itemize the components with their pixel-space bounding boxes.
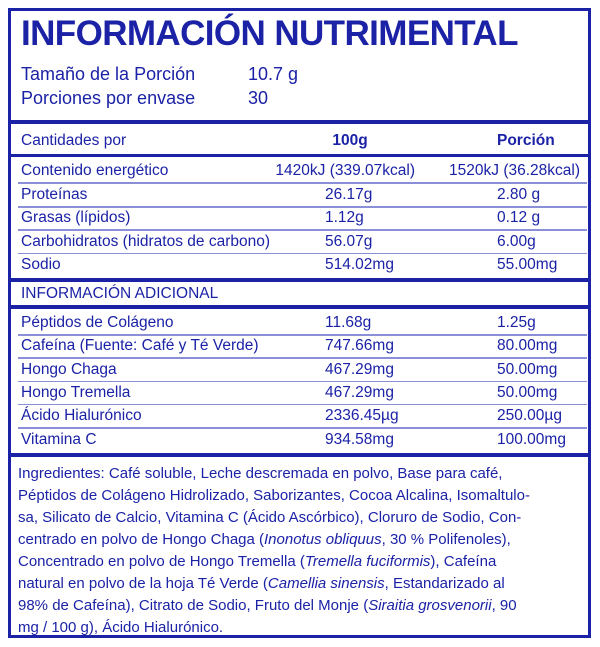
divider <box>8 278 591 282</box>
serving-size-value: 10.7 g <box>248 64 299 84</box>
value-portion: 0.12 g <box>497 209 541 227</box>
ingredients-line: mg / 100 g), Ácido Hialurónico. <box>18 617 530 639</box>
ingredients-segment: , 30 % Polifenoles), <box>381 531 511 548</box>
row-divider <box>18 206 587 208</box>
ingredients-line: 98% de Cafeína), Citrato de Sodio, Fruto… <box>18 595 530 617</box>
value-portion: 6.00g <box>497 232 536 250</box>
nutrient-label: Hongo Tremella <box>21 383 131 401</box>
nutrient-label: Vitamina C <box>21 430 97 448</box>
value-portion: 1520kJ (36.28kcal) <box>449 162 580 179</box>
serving-size: Tamaño de la Porción 10.7 g <box>21 64 298 85</box>
ingredients-line: Concentrado en polvo de Hongo Tremella (… <box>18 551 530 573</box>
additional-row: Péptidos de Colágeno 11.68g 1.25g <box>0 311 600 334</box>
nutrient-label: Grasas (lípidos) <box>21 209 131 227</box>
value-portion: 55.00mg <box>497 255 558 273</box>
ingredients-segment: sa, Silicato de Calcio, Vitamina C (Ácid… <box>18 509 522 526</box>
row-divider <box>18 357 587 359</box>
nutrient-row: Proteínas 26.17g 2.80 g <box>0 183 600 206</box>
row-divider <box>18 427 587 429</box>
value-100g: 747.66mg <box>325 337 394 355</box>
nutrient-label: Carbohidratos (hidratos de carbono) <box>21 232 270 250</box>
additional-row: Ácido Hialurónico 2336.45µg 250.00µg <box>0 404 600 427</box>
nutrient-label: Cafeína (Fuente: Café y Té Verde) <box>21 337 259 355</box>
value-portion: 80.00mg <box>497 337 558 355</box>
nutrient-label: Proteínas <box>21 186 88 203</box>
header-100g: 100g <box>332 132 368 149</box>
ingredients-segment: centrado en polvo de Hongo Chaga ( <box>18 531 265 548</box>
value-portion: 100.00mg <box>497 430 566 448</box>
nutrient-row: Grasas (lípidos) 1.12g 0.12 g <box>0 206 600 229</box>
value-portion: 50.00mg <box>497 383 558 401</box>
nutrient-row: Carbohidratos (hidratos de carbono) 56.07… <box>0 230 600 253</box>
value-100g: 467.29mg <box>325 383 394 401</box>
header-label: Cantidades por <box>21 132 127 149</box>
ingredients-line: Ingredientes: Café soluble, Leche descre… <box>18 463 530 485</box>
divider <box>8 154 591 157</box>
servings-value: 30 <box>248 88 269 108</box>
divider <box>8 120 591 124</box>
scientific-name: Tremella fuciformis <box>304 553 431 570</box>
ingredients-segment: Concentrado en polvo de Hongo Tremella ( <box>18 553 305 570</box>
ingredients-segment: Péptidos de Colágeno Hidrolizado, Sabori… <box>18 487 530 504</box>
scientific-name: Inonotus obliquus <box>264 531 382 548</box>
row-divider <box>18 182 587 184</box>
value-portion: 50.00mg <box>497 360 558 378</box>
value-100g: 1420kJ (339.07kcal) <box>275 162 415 179</box>
nutrient-label: Contenido energético <box>21 162 169 179</box>
ingredients-text: Ingredientes: Café soluble, Leche descre… <box>18 463 530 639</box>
additional-title: INFORMACIÓN ADICIONAL <box>21 285 219 302</box>
ingredients-segment: , Estandarizado al <box>384 575 505 592</box>
value-100g: 11.68g <box>325 314 372 331</box>
row-divider <box>18 403 587 406</box>
nutrient-label: Péptidos de Colágeno <box>21 314 174 331</box>
nutrient-label: Sodio <box>21 255 61 273</box>
ingredients-segment: Ingredientes: Café soluble, Leche descre… <box>18 465 503 482</box>
ingredients-line: Péptidos de Colágeno Hidrolizado, Sabori… <box>18 485 530 507</box>
ingredients-line: natural en polvo de la hoja Té Verde (Ca… <box>18 573 530 595</box>
value-portion: 250.00µg <box>497 407 562 425</box>
nutrient-label: Ácido Hialurónico <box>21 407 142 425</box>
value-portion: 2.80 g <box>497 186 541 203</box>
ingredients-segment: ), Cafeína <box>430 553 497 570</box>
value-100g: 467.29mg <box>325 360 394 378</box>
additional-row: Hongo Chaga 467.29mg 50.00mg <box>0 358 600 381</box>
servings-label: Porciones por envase <box>21 88 196 108</box>
value-100g: 2336.45µg <box>325 407 399 425</box>
scientific-name: Camellia sinensis <box>267 575 385 592</box>
nutrient-row: Sodio 514.02mg 55.00mg <box>0 253 600 276</box>
ingredients-segment: , 90 <box>491 597 517 614</box>
scientific-name: Siraitia grosvenorii <box>368 597 492 614</box>
value-portion: 1.25g <box>497 314 536 331</box>
header-portion: Porción <box>497 132 555 149</box>
value-100g: 934.58mg <box>325 430 394 448</box>
value-100g: 514.02mg <box>325 255 394 273</box>
divider <box>8 453 591 457</box>
label-title: INFORMACIÓN NUTRIMENTAL <box>21 14 518 53</box>
ingredients-line: sa, Silicato de Calcio, Vitamina C (Ácid… <box>18 507 530 529</box>
row-divider <box>18 229 587 231</box>
label-frame <box>8 8 591 638</box>
value-100g: 1.12g <box>325 209 364 227</box>
ingredients-segment: natural en polvo de la hoja Té Verde ( <box>18 575 268 592</box>
servings-per-container: Porciones por envase 30 <box>21 88 268 109</box>
energy-row: Contenido energético 1420kJ (339.07kcal)… <box>0 159 600 182</box>
value-100g: 26.17g <box>325 186 373 203</box>
row-divider <box>18 380 587 383</box>
value-100g: 56.07g <box>325 232 373 250</box>
additional-title-row: INFORMACIÓN ADICIONAL <box>0 282 600 305</box>
ingredients-line: centrado en polvo de Hongo Chaga (Inonot… <box>18 529 530 551</box>
serving-size-label: Tamaño de la Porción <box>21 64 196 84</box>
row-divider <box>18 252 587 255</box>
additional-row: Hongo Tremella 467.29mg 50.00mg <box>0 381 600 404</box>
additional-row: Vitamina C 934.58mg 100.00mg <box>0 428 600 451</box>
ingredients-segment: mg / 100 g), Ácido Hialurónico. <box>18 619 224 636</box>
nutrient-label: Hongo Chaga <box>21 360 117 378</box>
ingredients-segment: 98% de Cafeína), Citrato de Sodio, Fruto… <box>18 597 369 614</box>
row-divider <box>18 334 587 336</box>
column-header: Cantidades por 100g Porción <box>0 129 600 152</box>
divider <box>8 305 591 309</box>
additional-row: Cafeína (Fuente: Café y Té Verde) 747.66m… <box>0 334 600 357</box>
